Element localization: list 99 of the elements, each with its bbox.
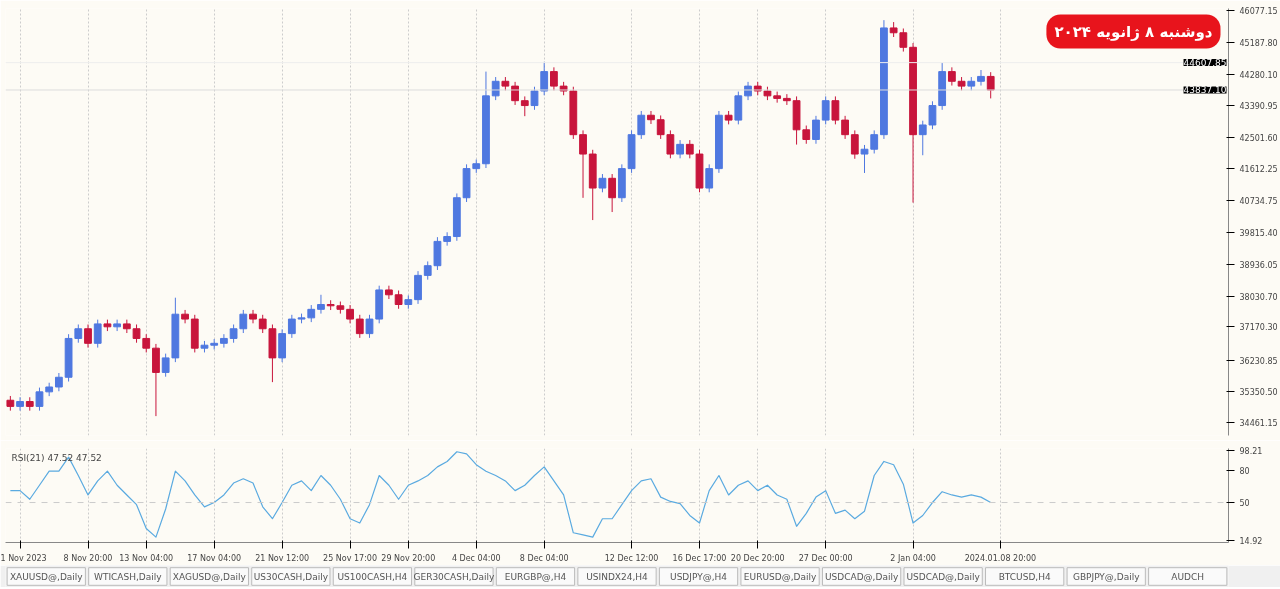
candlestick: [782, 93, 791, 106]
text: US30CASH,Daily: [253, 571, 329, 582]
y-tick-label: 14.92: [1239, 536, 1263, 546]
text: XAUUSD@,Daily: [9, 571, 84, 582]
candlestick: [394, 290, 403, 310]
candlestick: [637, 110, 646, 140]
y-tick-label: 40734.75: [1239, 196, 1278, 206]
x-tick-label: 4 Dec 04:00: [451, 553, 501, 563]
candlestick: [365, 314, 374, 339]
candlestick: [258, 314, 267, 334]
candlestick: [598, 173, 607, 193]
x-tick-label: 29 Nov 20:00: [381, 553, 436, 563]
candlestick: [229, 324, 238, 344]
y-tick-label: 46077.15: [1239, 6, 1278, 16]
candlestick: [841, 115, 849, 140]
candlestick: [54, 372, 63, 392]
x-tick-label: 13 Nov 04:00: [119, 553, 174, 563]
candlestick: [161, 353, 170, 378]
candlestick: [520, 95, 529, 117]
text: AUDCH: [1171, 571, 1205, 582]
candlestick: [647, 110, 655, 125]
text: USDCAD@,Daily: [906, 571, 981, 582]
y-tick-label: 44280.10: [1239, 70, 1278, 80]
candlestick: [287, 314, 296, 339]
text: EURGBP@,H4: [504, 571, 567, 582]
ref-line-label: 44607.85: [1183, 58, 1227, 69]
y-tick-label: 43390.95: [1239, 102, 1278, 112]
candlestick: [850, 129, 859, 160]
y-tick-label: 50: [1239, 499, 1250, 509]
candlestick: [550, 66, 558, 91]
candlestick: [676, 139, 684, 159]
x-tick-label: 16 Dec 17:00: [672, 553, 727, 563]
candlestick: [899, 27, 908, 53]
candlestick: [802, 125, 811, 145]
x-tick-label: 1 Nov 2023: [0, 553, 47, 563]
candlestick: [239, 309, 248, 334]
x-tick-label: 27 Dec 00:00: [798, 553, 853, 563]
x-tick-label: 17 Nov 04:00: [187, 553, 242, 563]
y-tick-label: 42501.60: [1239, 133, 1278, 143]
y-tick-label: 45187.80: [1239, 38, 1278, 48]
candlestick: [249, 309, 257, 324]
text: WTICASH,Daily: [94, 571, 163, 582]
y-tick-label: 98.21: [1239, 446, 1263, 456]
x-tick-label: 12 Dec 12:00: [604, 553, 659, 563]
text: دوشنبه ۸ ژانویه ۲۰۲۴: [1054, 22, 1213, 41]
x-tick-label: 8 Dec 04:00: [519, 553, 569, 563]
candlestick: [705, 163, 714, 193]
text: USDCAD@,Daily: [824, 571, 899, 582]
candlestick: [181, 309, 189, 324]
y-tick-label: 38030.70: [1239, 292, 1278, 302]
x-tick-label: 2 Jan 04:00: [890, 553, 936, 563]
candlestick: [947, 66, 956, 87]
x-tick-label: 8 Nov 20:00: [63, 553, 113, 563]
text: EURUSD@,Daily: [743, 571, 817, 582]
candlestick: [16, 396, 24, 412]
text: USDJPY@,H4: [670, 571, 728, 582]
text: BTCUSD,H4: [998, 571, 1051, 582]
candlestick: [443, 231, 452, 247]
candlestick: [355, 314, 364, 339]
candlestick: [928, 100, 937, 130]
candlestick: [831, 95, 840, 125]
text: GER30CASH,Daily: [413, 571, 496, 582]
y-tick-label: 37170.30: [1239, 323, 1278, 333]
candlestick: [918, 120, 927, 156]
candlestick: [113, 319, 122, 332]
candlestick: [977, 69, 985, 87]
candlestick: [93, 319, 102, 349]
candlestick: [986, 71, 995, 99]
y-tick-label: 38936.05: [1239, 260, 1278, 270]
y-tick-label: 35350.50: [1239, 387, 1278, 397]
candlestick: [812, 115, 820, 145]
line-series: [9, 451, 992, 538]
candlestick: [35, 387, 44, 412]
y-tick-label: 80: [1239, 466, 1250, 476]
candlestick: [385, 285, 393, 300]
x-tick-label: 21 Nov 12:00: [255, 553, 310, 563]
candlestick: [821, 95, 830, 125]
y-tick-label: 36230.85: [1239, 356, 1278, 366]
y-tick-label: 41612.25: [1239, 165, 1278, 175]
candlestick: [346, 304, 354, 324]
candlestick: [608, 173, 617, 213]
text: US100CASH,H4: [337, 571, 408, 582]
candlestick: [540, 61, 549, 96]
text: USINDX24,H4: [586, 571, 649, 582]
x-tick-label: 25 Nov 17:00: [323, 553, 378, 563]
candlestick: [579, 129, 587, 199]
y-tick-label: 39815.40: [1239, 229, 1278, 239]
x-tick-label: 20 Dec 20:00: [730, 553, 785, 563]
x-tick-label: 2024.01.08 20:00: [964, 553, 1037, 563]
candlestick: [220, 333, 228, 349]
candlestick: [317, 294, 325, 315]
ref-line-label: 43837.10: [1183, 85, 1227, 96]
text: XAGUSD@,Daily: [172, 571, 247, 582]
text: GBPJPY@,Daily: [1072, 571, 1141, 582]
annotation: RSI(21) 47.52 47.52: [11, 452, 102, 463]
candlestick: [84, 324, 92, 349]
y-tick-label: 34461.15: [1239, 419, 1278, 429]
candlestick: [530, 86, 539, 111]
candlestick: [685, 139, 694, 159]
